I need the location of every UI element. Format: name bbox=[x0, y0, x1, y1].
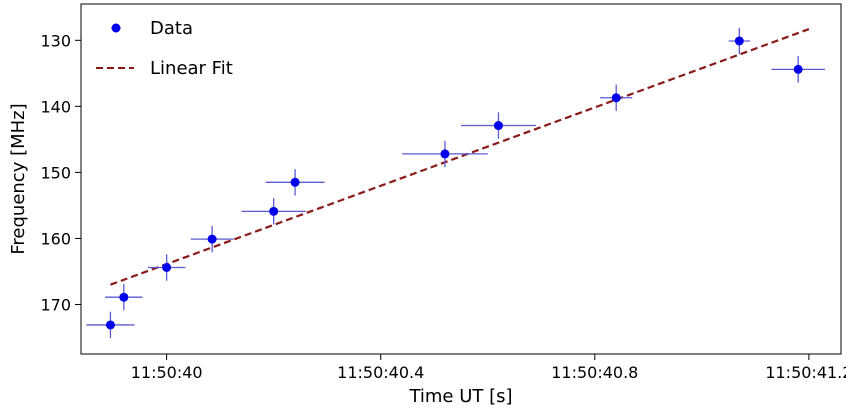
x-tick-label: 11:50:40.4 bbox=[337, 363, 424, 382]
data-point bbox=[86, 311, 135, 339]
data-point bbox=[190, 225, 234, 253]
data-marker bbox=[793, 64, 803, 74]
data-marker bbox=[493, 121, 503, 131]
data-point bbox=[147, 254, 186, 281]
data-marker bbox=[290, 177, 300, 187]
y-tick-label: 150 bbox=[40, 163, 71, 182]
data-point bbox=[402, 140, 488, 168]
plot-frame bbox=[80, 3, 842, 355]
data-point bbox=[241, 198, 306, 225]
linear-fit-layer bbox=[110, 28, 810, 286]
legend-data-label: Data bbox=[150, 18, 193, 39]
x-axis-label: Time UT [s] bbox=[408, 386, 512, 407]
data-point bbox=[600, 84, 633, 111]
data-point bbox=[728, 27, 751, 55]
y-tick-label: 170 bbox=[40, 295, 71, 314]
data-marker bbox=[611, 93, 621, 103]
y-tick-label: 160 bbox=[40, 229, 71, 248]
data-point bbox=[105, 284, 143, 311]
axis-ticks: 11:50:40 11:50:40.4 11:50:40.8 11:50:41.2 13… bbox=[40, 31, 846, 382]
data-marker bbox=[734, 36, 744, 46]
legend-data-marker bbox=[111, 23, 121, 33]
x-tick-label: 11:50:41.2 bbox=[765, 363, 846, 382]
y-tick-label: 140 bbox=[40, 97, 71, 116]
legend-fit-label: Linear Fit bbox=[150, 58, 233, 79]
data-point bbox=[265, 169, 325, 196]
y-tick-label: 130 bbox=[40, 31, 71, 50]
legend: Data Linear Fit bbox=[96, 18, 233, 79]
data-marker bbox=[269, 206, 279, 216]
data-marker bbox=[105, 320, 115, 330]
x-tick-label: 11:50:40 bbox=[131, 363, 203, 382]
data-marker bbox=[440, 149, 450, 159]
y-axis-label: Frequency [MHz] bbox=[8, 103, 29, 254]
data-points-layer bbox=[86, 27, 825, 339]
data-marker bbox=[119, 292, 129, 302]
data-point bbox=[771, 56, 825, 83]
data-marker bbox=[207, 234, 217, 244]
data-point bbox=[461, 112, 536, 139]
x-tick-label: 11:50:40.8 bbox=[551, 363, 638, 382]
linear-fit-line bbox=[110, 28, 810, 286]
data-marker bbox=[162, 262, 172, 272]
